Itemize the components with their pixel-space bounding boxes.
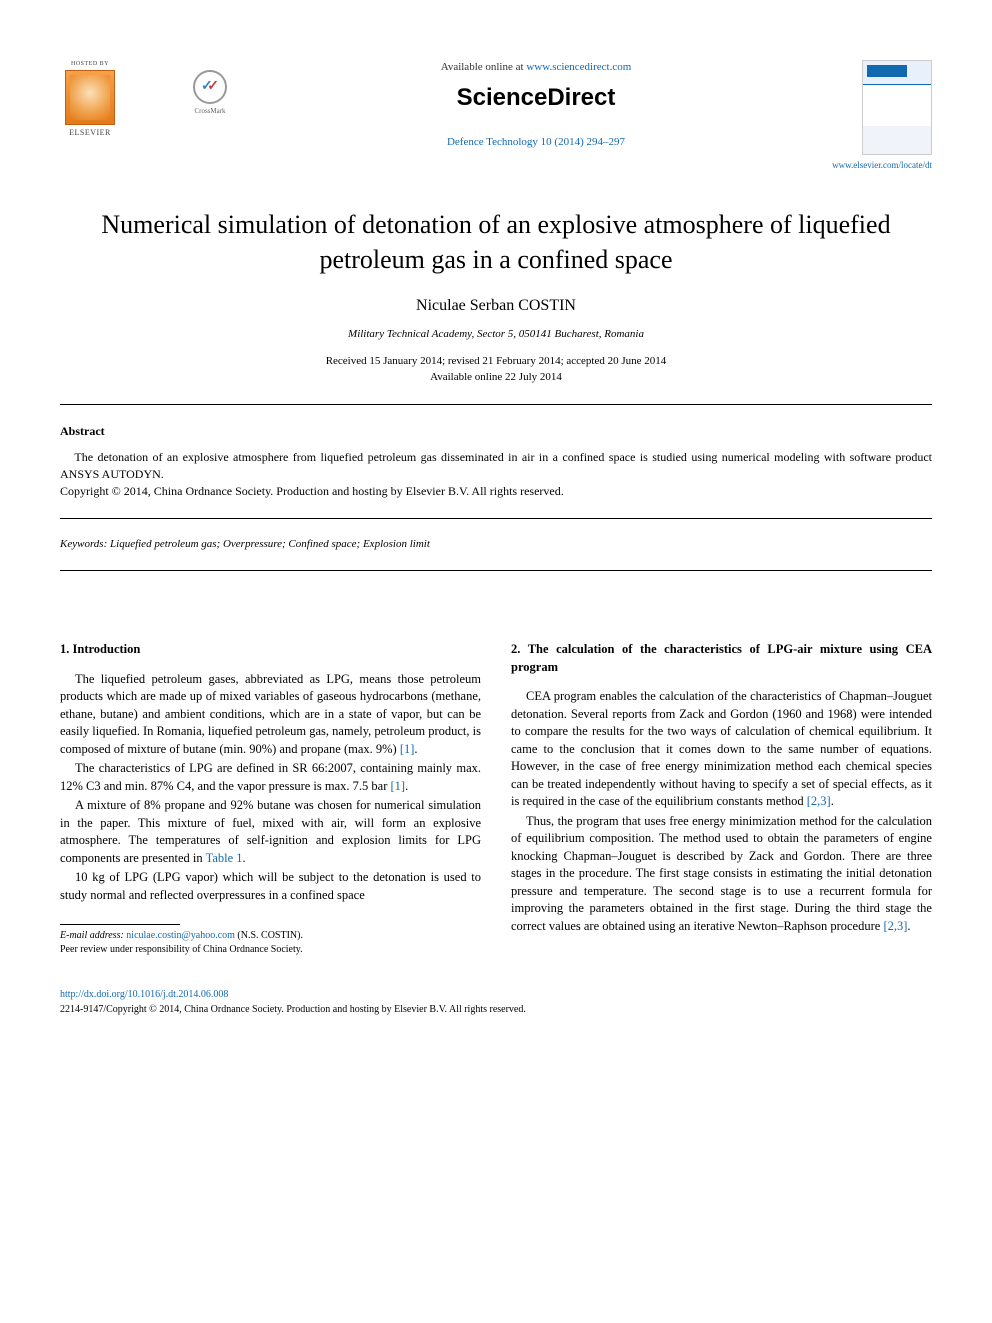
divider	[60, 518, 932, 519]
author-email[interactable]: niculae.costin@yahoo.com	[126, 930, 235, 941]
right-column: 2. The calculation of the characteristic…	[511, 641, 932, 957]
elsevier-wordmark: ELSEVIER	[69, 127, 111, 138]
available-online-line: Available online at www.sciencedirect.co…	[230, 60, 842, 75]
intro-p3-text: A mixture of 8% propane and 92% butane w…	[60, 798, 481, 865]
dates-line-2: Available online 22 July 2014	[60, 369, 932, 386]
journal-reference[interactable]: Defence Technology 10 (2014) 294–297	[230, 135, 842, 150]
crossmark-label: CrossMark	[194, 107, 225, 117]
section-1-heading: 1. Introduction	[60, 641, 481, 659]
sec2-p2-text: Thus, the program that uses free energy …	[511, 814, 932, 933]
hosted-by-label: HOSTED BY	[71, 60, 109, 68]
author-name: Niculae Serban COSTIN	[60, 295, 932, 317]
journal-cover-thumb[interactable]	[862, 60, 932, 155]
intro-p3: A mixture of 8% propane and 92% butane w…	[60, 797, 481, 867]
header-center: Available online at www.sciencedirect.co…	[230, 60, 842, 150]
footnote-peer-review: Peer review under responsibility of Chin…	[60, 943, 481, 957]
keywords-text: Liquefied petroleum gas; Overpressure; C…	[107, 538, 430, 550]
sciencedirect-logo: ScienceDirect	[230, 81, 842, 115]
intro-p1: The liquefied petroleum gases, abbreviat…	[60, 671, 481, 759]
abstract-block: Abstract The detonation of an explosive …	[60, 423, 932, 500]
elsevier-tree-icon	[65, 70, 115, 125]
sec2-p1-end: .	[831, 794, 834, 808]
header-right: www.elsevier.com/locate/dt	[842, 60, 932, 172]
body-columns: 1. Introduction The liquefied petroleum …	[60, 641, 932, 957]
keywords-label: Keywords:	[60, 538, 107, 550]
author-affiliation: Military Technical Academy, Sector 5, 05…	[60, 327, 932, 342]
intro-p4: 10 kg of LPG (LPG vapor) which will be s…	[60, 869, 481, 904]
abstract-copyright: Copyright © 2014, China Ordnance Society…	[60, 483, 932, 500]
ref-link-23a[interactable]: [2,3]	[807, 794, 831, 808]
issn-copyright-line: 2214-9147/Copyright © 2014, China Ordnan…	[60, 1002, 932, 1017]
intro-p3-end: .	[243, 851, 246, 865]
section-2-heading: 2. The calculation of the characteristic…	[511, 641, 932, 676]
article-dates: Received 15 January 2014; revised 21 Feb…	[60, 353, 932, 386]
sciencedirect-url[interactable]: www.sciencedirect.com	[526, 61, 631, 73]
intro-p2-end: .	[405, 779, 408, 793]
divider	[60, 404, 932, 405]
keywords-line: Keywords: Liquefied petroleum gas; Overp…	[60, 537, 932, 552]
intro-p1-text: The liquefied petroleum gases, abbreviat…	[60, 672, 481, 756]
intro-p2: The characteristics of LPG are defined i…	[60, 760, 481, 795]
journal-locate-link[interactable]: www.elsevier.com/locate/dt	[832, 159, 932, 172]
intro-p2-text: The characteristics of LPG are defined i…	[60, 761, 481, 793]
crossmark-badge[interactable]: CrossMark	[190, 70, 230, 117]
header-left: HOSTED BY ELSEVIER CrossMark	[60, 60, 230, 139]
footnote-rule	[60, 924, 180, 925]
sec2-p2-end: .	[907, 919, 910, 933]
abstract-text: The detonation of an explosive atmospher…	[60, 449, 932, 483]
ref-link-23b[interactable]: [2,3]	[883, 919, 907, 933]
footnote-email-line: E-mail address: niculae.costin@yahoo.com…	[60, 929, 481, 943]
doi-link[interactable]: http://dx.doi.org/10.1016/j.dt.2014.06.0…	[60, 989, 228, 1000]
table-1-link[interactable]: Table 1	[206, 851, 243, 865]
crossmark-icon	[193, 70, 227, 104]
available-online-prefix: Available online at	[441, 61, 527, 73]
email-label: E-mail address:	[60, 930, 126, 941]
divider	[60, 570, 932, 571]
intro-p1-end: .	[414, 742, 417, 756]
title-block: Numerical simulation of detonation of an…	[60, 207, 932, 386]
page-footer: http://dx.doi.org/10.1016/j.dt.2014.06.0…	[60, 987, 932, 1017]
ref-link-1[interactable]: [1]	[400, 742, 415, 756]
header-row: HOSTED BY ELSEVIER CrossMark Available o…	[60, 60, 932, 172]
elsevier-badge: HOSTED BY ELSEVIER	[60, 60, 120, 139]
sec2-p1-text: CEA program enables the calculation of t…	[511, 689, 932, 808]
abstract-heading: Abstract	[60, 423, 932, 440]
sec2-p1: CEA program enables the calculation of t…	[511, 688, 932, 811]
dates-line-1: Received 15 January 2014; revised 21 Feb…	[60, 353, 932, 370]
page-root: HOSTED BY ELSEVIER CrossMark Available o…	[0, 0, 992, 1057]
email-suffix: (N.S. COSTIN).	[235, 930, 303, 941]
footnote-block: E-mail address: niculae.costin@yahoo.com…	[60, 929, 481, 957]
left-column: 1. Introduction The liquefied petroleum …	[60, 641, 481, 957]
article-title: Numerical simulation of detonation of an…	[60, 207, 932, 277]
ref-link-1b[interactable]: [1]	[391, 779, 406, 793]
sec2-p2: Thus, the program that uses free energy …	[511, 813, 932, 936]
